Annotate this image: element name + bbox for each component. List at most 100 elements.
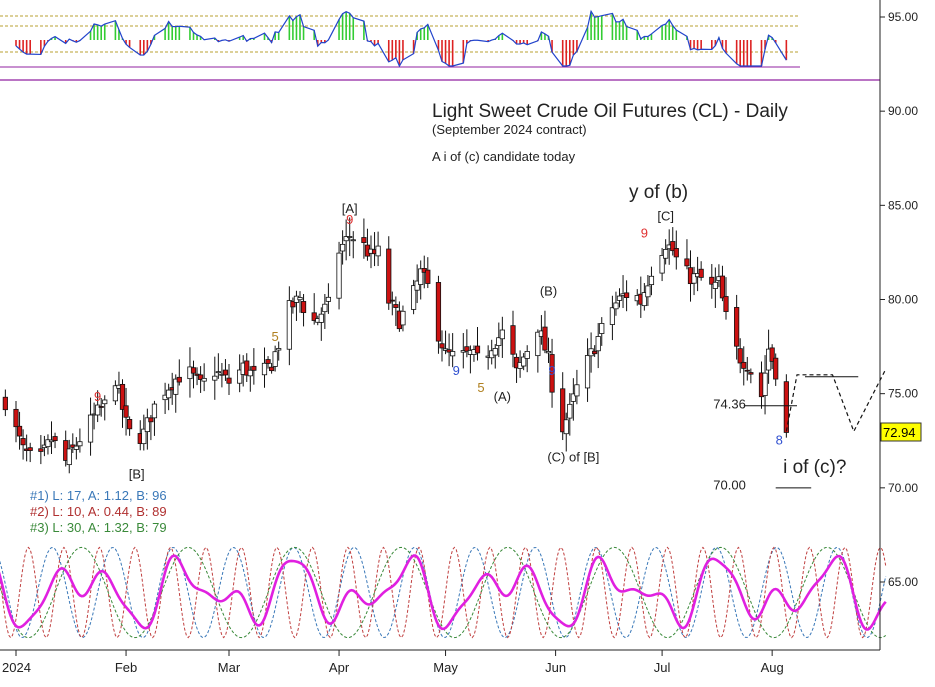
candle-body [268, 366, 275, 372]
candle-body [148, 417, 154, 423]
wave-annotation: 9 [346, 212, 353, 227]
candle-body [595, 336, 601, 352]
candle-body [624, 292, 630, 298]
candle-body [723, 296, 729, 312]
candle-body [439, 343, 445, 349]
candle-body [290, 300, 296, 308]
oscillator-line [15, 9, 787, 68]
candle-body [560, 388, 566, 433]
candle-body [762, 372, 768, 396]
candle-body [325, 296, 332, 302]
oscillator-panel [0, 9, 880, 81]
price-tick-label: 85.00 [888, 198, 918, 212]
candle-body [66, 448, 72, 466]
price-tick-label: 70.00 [888, 481, 918, 495]
candle-body [343, 236, 349, 242]
current-price-box [880, 422, 922, 442]
wave-annotation: 8 [776, 433, 783, 448]
candle-body [127, 418, 133, 430]
candle-body [173, 378, 179, 395]
price-axis: 95.00 90.00 85.00 80.00 75.00 70.00 65.00 [880, 10, 918, 589]
candle-body [499, 329, 505, 340]
candle-body [744, 369, 750, 372]
candle-body [599, 323, 605, 334]
candle-body [52, 436, 58, 442]
candle-body [684, 258, 690, 267]
candle-body [425, 269, 431, 284]
wave-annotation: i of (c)? [783, 457, 846, 478]
candle-body [616, 295, 623, 301]
candle-body [719, 275, 726, 299]
candle-body [670, 241, 676, 252]
wave-annotation: 74.36 [713, 397, 746, 412]
candle-body [748, 372, 754, 375]
candle-body [709, 276, 715, 285]
candle-body [524, 351, 530, 359]
wave-annotation: 70.00 [713, 478, 746, 493]
cycle-wave [0, 547, 887, 638]
date-axis: 2024 Feb Mar Apr May Jun Jul Aug [2, 650, 784, 675]
candle-body [375, 245, 381, 257]
candle-body [549, 354, 555, 393]
price-tick-label: 75.00 [888, 387, 918, 401]
candle-body [584, 355, 591, 389]
candle-body [261, 362, 268, 376]
candle-body [418, 268, 424, 285]
date-tick-label: Jun [545, 660, 566, 675]
wave-annotation: 9 [641, 225, 648, 240]
candle-body [244, 360, 250, 376]
candle-body [446, 349, 452, 353]
cycle-legend-entry-2: #2) L: 10, A: 0.44, B: 89 [30, 504, 167, 519]
candle-body [16, 425, 23, 437]
candle-body [769, 347, 775, 362]
wave-annotation: 9 [94, 389, 101, 404]
price-tick-label: 95.00 [888, 10, 918, 24]
wave-annotation: 9 [548, 363, 555, 378]
candle-body [151, 403, 158, 419]
candle-body [592, 350, 598, 355]
candle-body [464, 346, 470, 352]
candle-body [410, 285, 417, 310]
candle-body [400, 310, 406, 326]
candle-body [492, 348, 498, 356]
candle-body [102, 399, 108, 405]
candle-body [73, 445, 79, 450]
current-price-label: 72.94 [883, 425, 916, 440]
candle-body [414, 280, 420, 291]
candle-body [201, 377, 207, 382]
candle-body [510, 325, 516, 355]
candle-body [318, 313, 324, 323]
candle-body [27, 447, 33, 451]
candle-body [393, 304, 399, 308]
wave-annotation: 5 [272, 329, 279, 344]
wave-annotation: y of (b) [629, 182, 688, 203]
candle-body [435, 282, 442, 342]
candle-body [215, 371, 221, 374]
cycle-legend-entry-1: #1) L: 17, A: 1.12, B: 96 [30, 488, 167, 503]
candle-body [773, 357, 779, 380]
candle-body [141, 428, 147, 445]
candle-body [251, 365, 257, 371]
candle-body [119, 383, 126, 410]
candle-body [123, 405, 129, 418]
candle-body [222, 369, 229, 376]
candle-body [645, 285, 651, 298]
candle-body [347, 236, 353, 238]
candle-body [13, 408, 19, 428]
date-tick-label: Feb [115, 660, 137, 675]
candle-body [300, 301, 307, 314]
date-tick-label: May [433, 660, 458, 675]
price-tick-label: 80.00 [888, 293, 918, 307]
candle-body [545, 351, 552, 354]
candle-body [265, 359, 271, 364]
candle-body [20, 438, 26, 446]
composite-cycle [0, 554, 887, 631]
projection-path [785, 368, 887, 433]
chart-subtitle: (September 2024 contract) [432, 122, 587, 137]
chart-note: A i of (c) candidate today [432, 149, 576, 164]
cycle-legend: #1) L: 17, A: 1.12, B: 96 #2) L: 10, A: … [30, 488, 167, 535]
candle-body [77, 441, 83, 447]
date-tick-label: Mar [218, 660, 241, 675]
candle-body [450, 351, 456, 357]
